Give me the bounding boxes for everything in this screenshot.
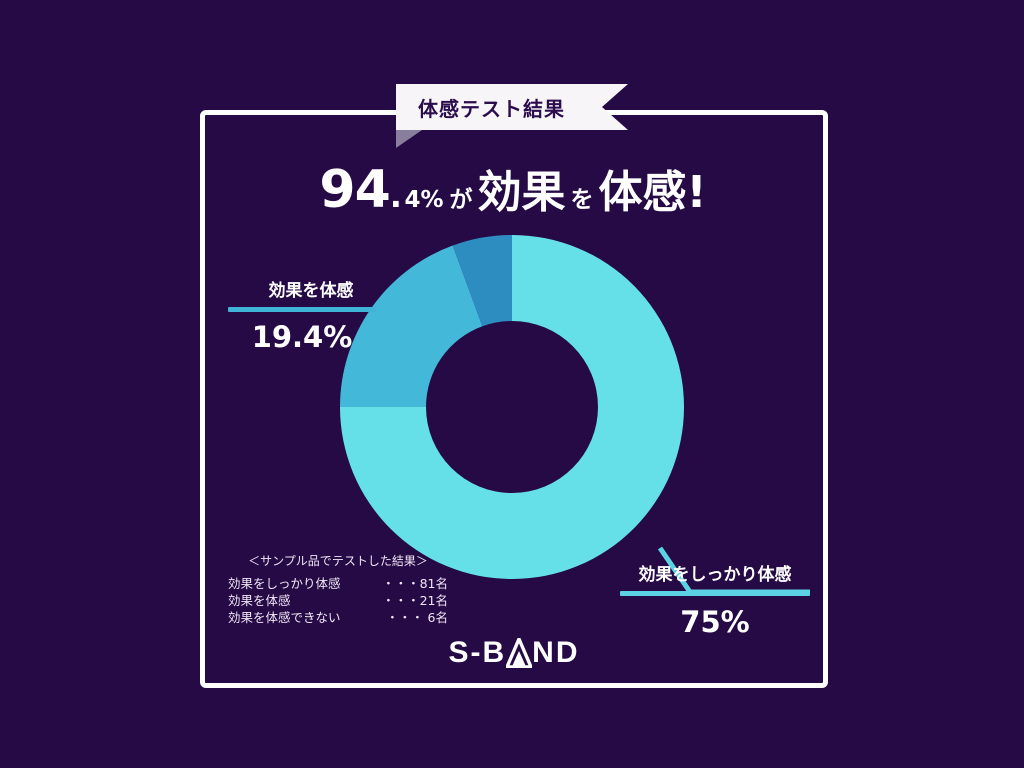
headline-word-effect: 効果 [477, 167, 566, 218]
headline-decimal: 4% [404, 187, 444, 213]
ribbon-fold-shadow [396, 130, 422, 148]
donut-slice [452, 235, 512, 327]
ribbon-body: 体感テスト結果 [396, 84, 628, 130]
legend-row-name: 効果をしっかり体感 [228, 576, 341, 591]
page-title: 94. 4% が効果を体感! [200, 164, 828, 216]
legend-row-value: ・・・21名 [382, 593, 448, 608]
legend-row: 効果をしっかり体感 ・・・81名 [228, 575, 448, 592]
callout-left: 効果を体感 19.4% [228, 276, 388, 354]
headline-number: 94 [319, 160, 390, 220]
legend-row-name: 効果を体感 [228, 593, 291, 608]
legend-row: 効果を体感できない ・・・ 6名 [228, 609, 448, 626]
legend-row: 効果を体感 ・・・21名 [228, 592, 448, 609]
callout-right-value: 75% [680, 605, 750, 639]
callout-left-rule [228, 307, 376, 312]
headline-dot: . [389, 177, 402, 215]
ribbon-banner: 体感テスト結果 [396, 84, 628, 148]
donut-slice [340, 245, 483, 407]
logo-text-part2: ND [532, 636, 580, 669]
legend-heading: ＜サンプル品でテストした結果＞ [248, 554, 428, 568]
logo-text-part1: S-B [448, 636, 507, 669]
headline-word-feel: 体感! [598, 167, 707, 218]
brand-logo: S-B ND [200, 636, 828, 670]
legend-row-value: ・・・ 6名 [386, 610, 448, 625]
donut-chart [337, 232, 687, 582]
callout-right: 効果をしっかり体感 75% [620, 560, 840, 639]
legend-row-value: ・・・81名 [382, 576, 448, 591]
callout-right-title: 効果をしっかり体感 [638, 565, 792, 585]
triangle-a-icon [506, 638, 533, 668]
donut-slice [340, 235, 684, 579]
legend-rows: 効果をしっかり体感 ・・・81名効果を体感 ・・・21名効果を体感できない ・・・ 6… [228, 575, 448, 626]
legend-row-name: 効果を体感できない [228, 610, 341, 625]
callout-left-title: 効果を体感 [268, 281, 354, 301]
headline-particle-wo: を [570, 187, 594, 213]
headline-particle-ga: が [449, 187, 473, 213]
ribbon-label: 体感テスト結果 [418, 96, 565, 121]
legend-block: ＜サンプル品でテストした結果＞ 効果をしっかり体感 ・・・81名効果を体感 ・・・2… [228, 552, 448, 626]
callout-left-value: 19.4% [251, 320, 353, 354]
donut-chart-svg [340, 235, 684, 579]
callout-right-rule [620, 591, 810, 596]
